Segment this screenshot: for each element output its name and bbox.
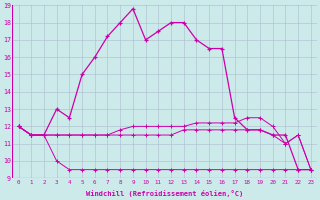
X-axis label: Windchill (Refroidissement éolien,°C): Windchill (Refroidissement éolien,°C)	[86, 190, 243, 197]
